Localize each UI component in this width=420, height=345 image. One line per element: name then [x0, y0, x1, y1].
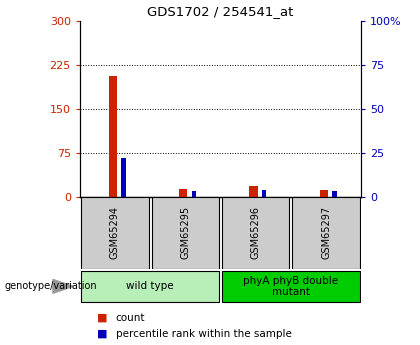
Bar	[192, 191, 196, 197]
Bar	[222, 197, 289, 269]
Title: GDS1702 / 254541_at: GDS1702 / 254541_at	[147, 5, 294, 18]
Bar	[109, 77, 117, 197]
Bar	[320, 190, 328, 197]
Bar	[222, 271, 360, 302]
Bar	[292, 197, 360, 269]
Bar	[179, 189, 187, 197]
Text: GSM65297: GSM65297	[321, 206, 331, 259]
Text: GSM65294: GSM65294	[110, 206, 120, 259]
Bar	[262, 190, 266, 197]
Bar	[152, 197, 219, 269]
Bar	[121, 158, 126, 197]
Text: phyA phyB double
mutant: phyA phyB double mutant	[243, 276, 339, 297]
Text: percentile rank within the sample: percentile rank within the sample	[116, 329, 291, 339]
Bar	[81, 271, 219, 302]
Bar	[332, 191, 336, 197]
Text: wild type: wild type	[126, 282, 174, 291]
Text: GSM65295: GSM65295	[180, 206, 190, 259]
Text: genotype/variation: genotype/variation	[4, 282, 97, 291]
Text: GSM65296: GSM65296	[251, 206, 261, 259]
Text: count: count	[116, 313, 145, 323]
Polygon shape	[53, 279, 73, 293]
Text: ■: ■	[97, 313, 107, 323]
Text: ■: ■	[97, 329, 107, 339]
Bar	[249, 186, 258, 197]
Bar	[81, 197, 149, 269]
